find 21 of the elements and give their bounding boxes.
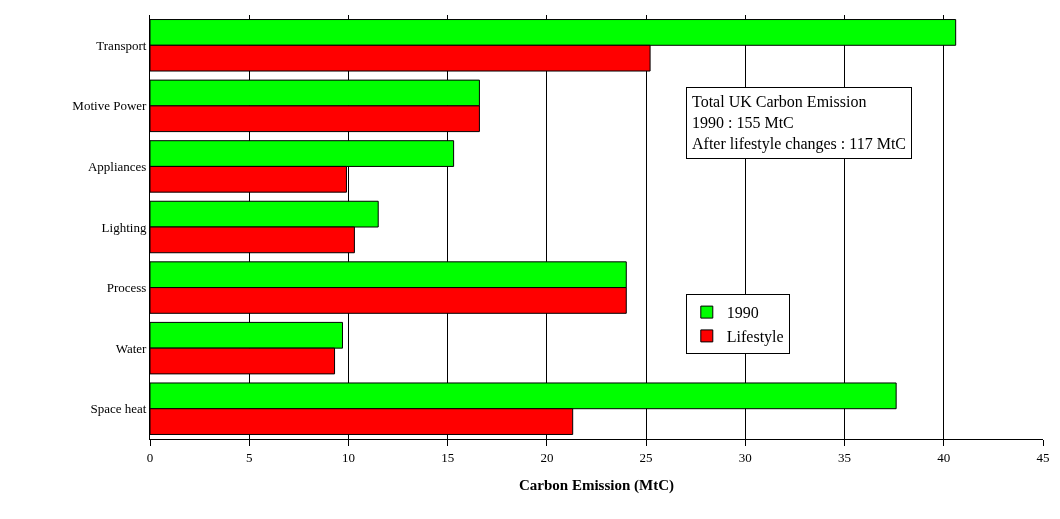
x-tick-label: 15 — [441, 449, 455, 465]
y-tick-label: Lighting — [101, 219, 147, 235]
x-tick-label: 0 — [146, 449, 154, 465]
x-axis-title: Carbon Emission (MtC) — [518, 476, 675, 494]
annotation: Total UK Carbon Emission 1990 : 155 MtC After lifestyle changes : 117 MtC — [692, 93, 907, 153]
x-tick-label: 35 — [838, 449, 852, 465]
y-tick-label: Space heat — [90, 401, 147, 417]
x-tick-label: 25 — [639, 449, 653, 465]
x-tick-label: 45 — [1036, 449, 1050, 465]
legend-label: Lifestyle — [726, 328, 784, 347]
y-tick-label: Process — [106, 280, 147, 296]
y-tick-label: Transport — [96, 37, 147, 53]
y-tick-label: Water — [115, 340, 148, 356]
x-tick-label: 40 — [937, 449, 951, 465]
y-tick-label: Appliances — [87, 158, 147, 174]
x-tick-label: 5 — [245, 449, 253, 465]
y-tick-label: Motive Power — [72, 98, 148, 114]
x-tick-label: 10 — [341, 449, 355, 465]
x-tick-label: 30 — [738, 449, 752, 465]
legend-label: 1990 — [726, 304, 759, 322]
x-tick-label: 20 — [540, 449, 554, 465]
